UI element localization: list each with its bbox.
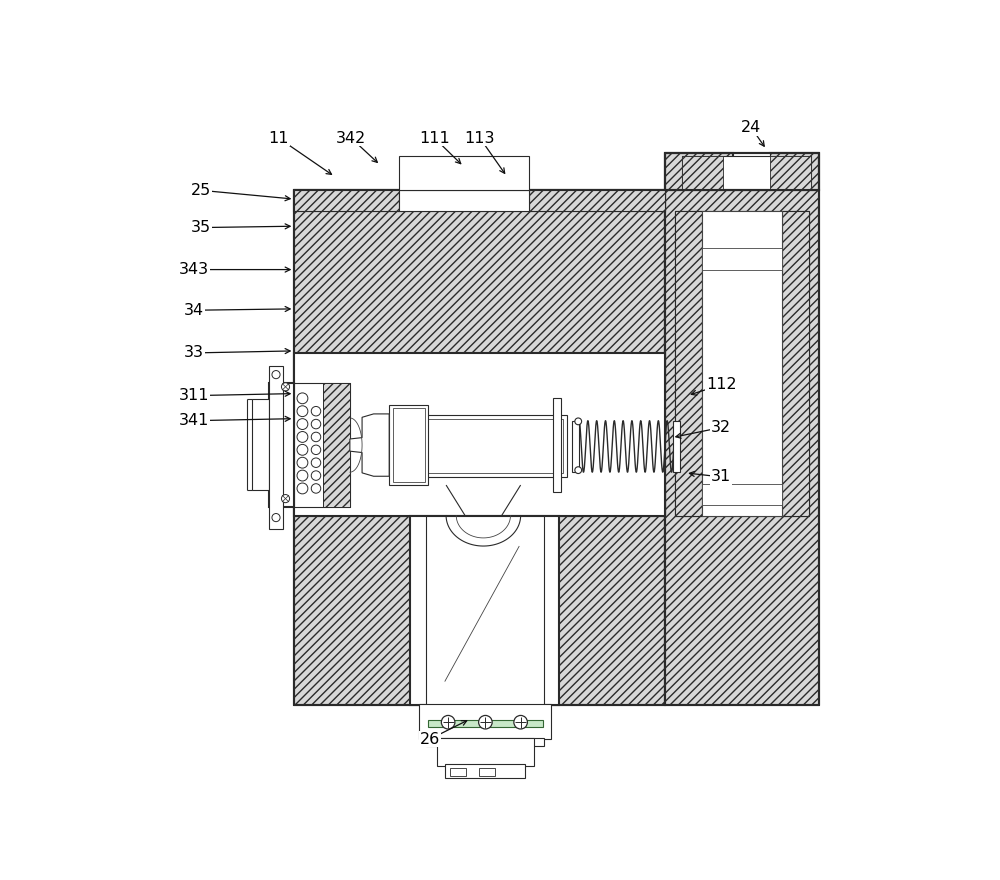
Bar <box>479 768 495 776</box>
Text: 32: 32 <box>711 420 731 435</box>
Bar <box>770 157 811 189</box>
Bar <box>770 153 819 190</box>
Circle shape <box>297 458 308 468</box>
Circle shape <box>575 418 582 425</box>
Circle shape <box>297 431 308 443</box>
Circle shape <box>311 458 321 467</box>
Text: 24: 24 <box>741 120 761 135</box>
Bar <box>782 210 809 516</box>
Bar <box>553 399 561 492</box>
Circle shape <box>311 432 321 442</box>
Bar <box>419 704 551 739</box>
Polygon shape <box>350 414 389 476</box>
Bar <box>682 157 723 189</box>
Circle shape <box>311 484 321 493</box>
Text: 34: 34 <box>184 303 204 318</box>
Bar <box>428 720 543 727</box>
Bar <box>529 190 665 210</box>
Bar <box>437 737 534 766</box>
Bar <box>393 408 425 481</box>
Bar <box>665 153 733 190</box>
Bar <box>450 768 466 776</box>
Bar <box>675 210 702 516</box>
Bar <box>426 737 544 746</box>
Circle shape <box>311 407 321 416</box>
Bar <box>733 153 770 190</box>
Circle shape <box>297 483 308 494</box>
Text: 111: 111 <box>419 130 450 145</box>
Circle shape <box>441 715 455 729</box>
Bar <box>323 384 350 507</box>
Circle shape <box>514 715 527 729</box>
Bar <box>399 190 529 210</box>
Text: 343: 343 <box>179 262 209 277</box>
Bar <box>675 210 809 516</box>
Bar <box>269 384 294 507</box>
Bar <box>673 422 680 472</box>
Bar <box>572 422 579 472</box>
Bar <box>294 353 665 387</box>
Circle shape <box>281 383 290 391</box>
Circle shape <box>272 370 280 378</box>
Circle shape <box>297 444 308 455</box>
Text: 11: 11 <box>268 130 289 145</box>
Circle shape <box>297 419 308 429</box>
Bar <box>269 366 283 529</box>
Bar <box>294 190 665 705</box>
Bar <box>702 210 782 516</box>
Bar <box>294 384 350 507</box>
Circle shape <box>297 470 308 481</box>
Bar <box>702 484 782 505</box>
Circle shape <box>575 466 582 473</box>
Bar <box>294 353 665 516</box>
Bar <box>252 399 269 490</box>
Bar <box>418 414 567 477</box>
Bar <box>323 384 350 507</box>
Text: 113: 113 <box>465 130 495 145</box>
Circle shape <box>272 514 280 522</box>
Bar <box>702 248 782 269</box>
Circle shape <box>311 420 321 429</box>
Text: 112: 112 <box>706 378 737 392</box>
Text: 341: 341 <box>179 414 209 429</box>
Circle shape <box>479 715 492 729</box>
Bar <box>426 516 544 705</box>
Bar <box>682 157 811 189</box>
Bar <box>294 190 665 210</box>
Circle shape <box>311 445 321 455</box>
Text: 342: 342 <box>336 130 366 145</box>
Bar <box>665 153 819 190</box>
Circle shape <box>311 471 321 480</box>
Text: 31: 31 <box>711 469 731 484</box>
Bar <box>665 190 819 705</box>
Bar <box>294 190 399 210</box>
Text: 26: 26 <box>420 731 440 746</box>
Circle shape <box>281 495 290 502</box>
Bar <box>294 485 665 516</box>
Bar <box>389 405 428 485</box>
Bar <box>445 764 525 778</box>
Text: 25: 25 <box>191 183 211 198</box>
Text: 311: 311 <box>179 388 209 403</box>
Text: 35: 35 <box>191 220 211 235</box>
Bar <box>421 419 563 473</box>
Bar <box>410 516 559 705</box>
Circle shape <box>297 406 308 416</box>
Bar <box>399 157 529 190</box>
Text: 33: 33 <box>184 346 204 361</box>
Circle shape <box>297 392 308 404</box>
